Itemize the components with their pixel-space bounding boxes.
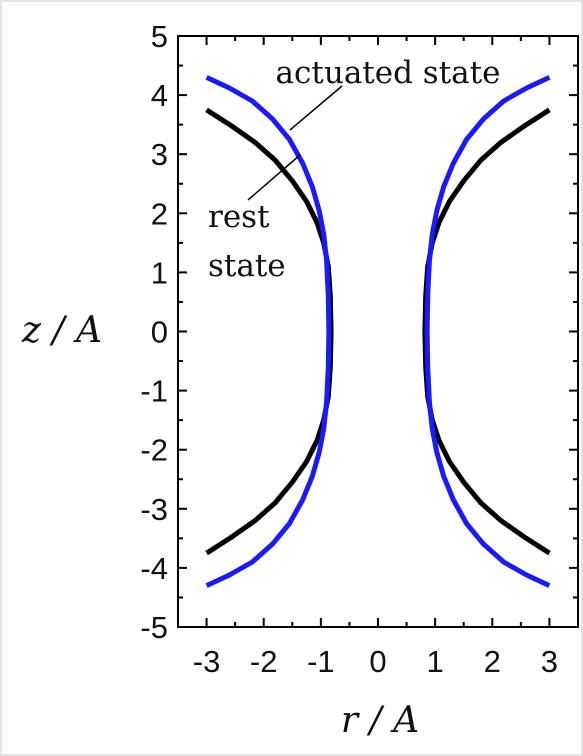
annotation-rest: rest xyxy=(208,199,270,235)
y-tick-label: -1 xyxy=(140,374,168,409)
ticks-layer xyxy=(177,35,579,628)
y-tick-label: -4 xyxy=(140,551,168,586)
annotation-actuated-state: actuated state xyxy=(276,55,501,91)
curves-layer xyxy=(205,75,551,588)
x-tick-label: 2 xyxy=(484,644,501,679)
x-tick-label: -3 xyxy=(193,644,221,679)
y-tick-label: 2 xyxy=(151,196,168,231)
actuated-state-leader-line xyxy=(289,85,343,131)
y-tick-label: 1 xyxy=(151,255,168,290)
y-tick-label: 5 xyxy=(151,19,168,54)
x-tick-label: 1 xyxy=(427,644,444,679)
x-axis-title: r / A xyxy=(341,700,419,741)
y-tick-label: -5 xyxy=(140,610,168,645)
x-tick-label: 3 xyxy=(541,644,558,679)
y-tick-label: 4 xyxy=(151,78,168,113)
tick-labels-layer: 5 4 3 2 1 0 -1 -2 -3 -4 -5 -3 -2 -1 0 1 2 3 xyxy=(140,19,558,679)
rest-state-right-curve xyxy=(422,107,551,556)
x-tick-label: 0 xyxy=(369,644,386,679)
actuated-state-left-curve xyxy=(205,75,332,588)
axes-frame xyxy=(177,35,579,628)
y-tick-label: 0 xyxy=(151,315,168,350)
x-tick-label: -2 xyxy=(250,644,278,679)
rest-state-left-curve xyxy=(205,107,334,556)
y-tick-label: -3 xyxy=(140,492,168,527)
annotation-state: state xyxy=(208,248,286,284)
y-axis-title: z / A xyxy=(21,310,102,351)
actuated-state-right-curve xyxy=(424,75,551,588)
rest-state-leader-line xyxy=(247,154,301,201)
y-tick-label: -2 xyxy=(140,433,168,468)
y-tick-label: 3 xyxy=(151,137,168,172)
x-tick-label: -1 xyxy=(307,644,335,679)
